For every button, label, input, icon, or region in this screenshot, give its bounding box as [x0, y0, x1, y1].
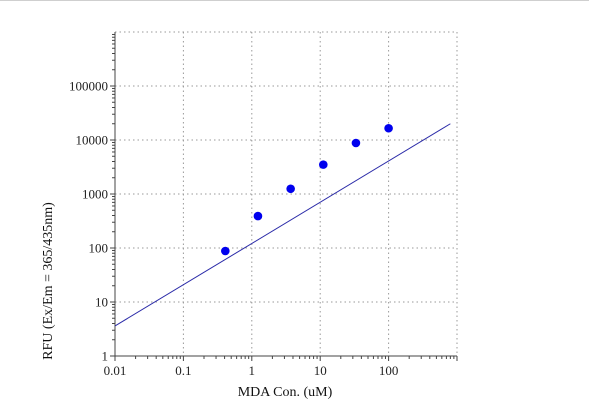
axes — [110, 32, 458, 361]
x-tick-label: 0.1 — [175, 363, 191, 378]
x-axis-title: MDA Con. (uM) — [238, 385, 333, 400]
fit-line-layer — [115, 123, 451, 327]
y-tick-label: 100000 — [69, 79, 108, 94]
data-point — [319, 160, 328, 169]
data-point — [286, 184, 295, 194]
x-tick-label: 1 — [249, 363, 256, 378]
y-tick-label: 1000 — [82, 187, 108, 202]
y-tick-label: 10 — [95, 295, 108, 310]
x-tick-label: 10 — [314, 363, 327, 378]
tick-labels: 0.01 0.1 1 10 100 1 10 100 1000 10000 100000 — [69, 79, 398, 379]
fit-line — [115, 123, 451, 327]
data-point — [351, 138, 361, 148]
x-tick-label: 0.01 — [104, 363, 127, 378]
top-divider — [0, 0, 589, 1]
y-tick-label: 100 — [89, 241, 109, 256]
data-point — [221, 246, 230, 256]
x-tick-label: 100 — [379, 363, 399, 378]
y-axis-title: RFU (Ex/Em = 365/435nm) — [41, 202, 56, 360]
data-points — [221, 123, 393, 256]
grid-lines — [115, 31, 458, 356]
data-point — [384, 123, 393, 133]
data-point — [253, 211, 263, 221]
y-tick-label: 10000 — [76, 133, 109, 148]
y-tick-label: 1 — [102, 349, 109, 364]
